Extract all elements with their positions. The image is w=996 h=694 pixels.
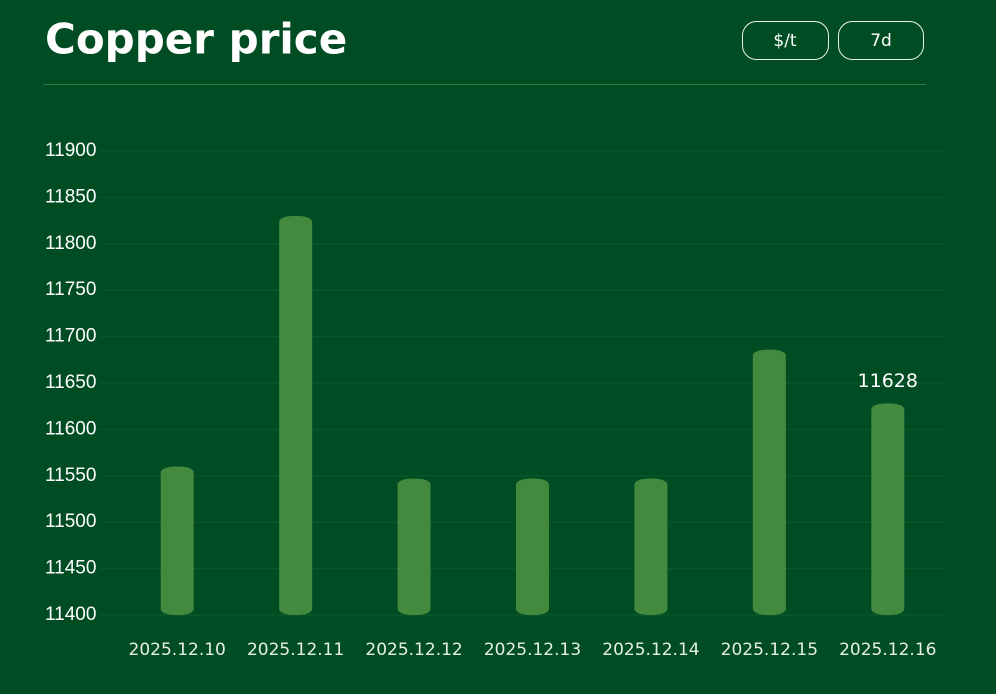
x-tick-label: 2025.12.15 xyxy=(721,640,818,660)
y-tick-label: 11550 xyxy=(45,465,96,486)
bar xyxy=(160,466,194,615)
bar xyxy=(279,215,313,615)
x-tick-label: 2025.12.14 xyxy=(602,640,699,660)
chart-title: Copper price xyxy=(45,15,347,64)
y-tick-label: 11850 xyxy=(45,186,96,207)
bar xyxy=(752,349,786,615)
y-tick-label: 11600 xyxy=(45,418,96,439)
unit-button[interactable]: $/t xyxy=(742,21,829,60)
bar xyxy=(516,478,549,615)
bar xyxy=(871,403,905,615)
x-tick-label: 2025.12.10 xyxy=(129,640,226,660)
y-tick-label: 11900 xyxy=(45,140,96,161)
y-tick-label: 11450 xyxy=(45,558,96,579)
bar xyxy=(634,478,668,615)
bar xyxy=(397,478,431,615)
y-tick-label: 11800 xyxy=(45,233,96,254)
y-tick-label: 11650 xyxy=(45,372,96,393)
y-tick-label: 11400 xyxy=(45,604,96,625)
button-label[interactable]: $/t xyxy=(773,31,797,51)
range-button[interactable]: 7d xyxy=(838,21,924,60)
button-frame[interactable] xyxy=(838,21,924,60)
y-tick-label: 11750 xyxy=(45,279,96,300)
button-frame[interactable] xyxy=(742,21,829,60)
y-tick-label: 11500 xyxy=(45,511,96,532)
button-label[interactable]: 7d xyxy=(870,31,892,51)
y-tick-label: 11700 xyxy=(45,326,96,347)
value-label: 11628 xyxy=(858,370,918,392)
x-tick-label: 2025.12.16 xyxy=(839,640,936,660)
x-tick-label: 2025.12.12 xyxy=(365,640,462,660)
x-tick-label: 2025.12.11 xyxy=(247,640,344,660)
x-tick-label: 2025.12.13 xyxy=(484,640,581,660)
